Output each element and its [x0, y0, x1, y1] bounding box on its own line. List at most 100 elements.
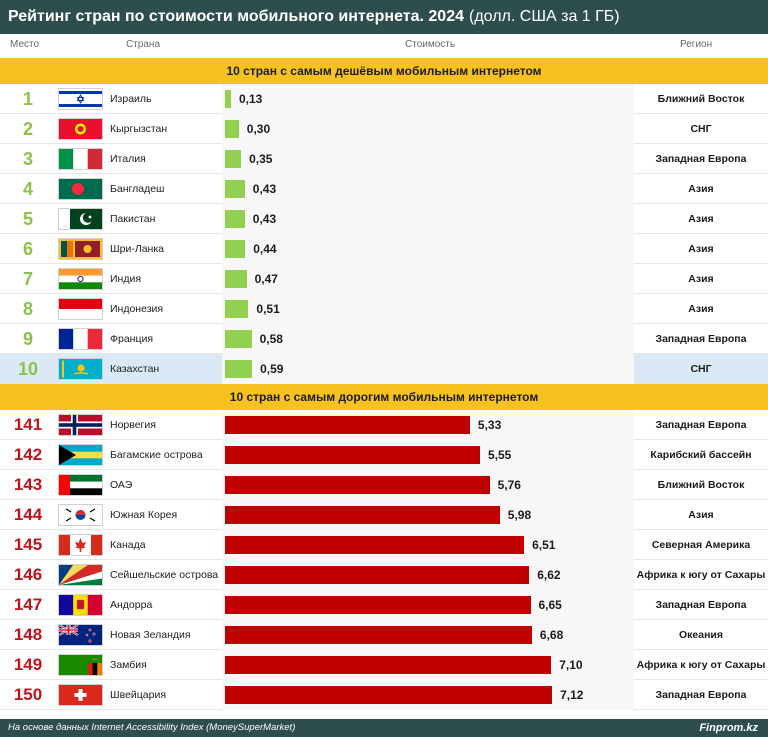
table-row: 142 Багамские острова 5,55 Карибский бассей…: [0, 440, 768, 470]
bar-new-zealand: [225, 626, 532, 644]
table-row: 141 Норвегия 5,33 Западная Европа: [0, 410, 768, 440]
new-zealand-flag: [58, 624, 102, 645]
region-label: СНГ: [690, 123, 712, 135]
bar-sri-lanka: [225, 240, 246, 258]
rank-label: 9: [22, 329, 33, 349]
rank-label: 2: [22, 119, 33, 139]
rank-label: 8: [22, 299, 33, 319]
table-row: 1 Израиль 0,13 Ближний Восток: [0, 84, 768, 114]
section-banner-most-expensive: 10 стран с самым дорогим мобильным интер…: [0, 384, 768, 410]
india-flag: [59, 269, 102, 289]
bar-france: [225, 330, 252, 348]
table-row: 144 Южная Корея 5,98 Азия: [0, 500, 768, 530]
country-name: Швейцария: [110, 689, 167, 701]
data-label: 0,13: [239, 92, 263, 106]
rank-label: 149: [13, 655, 43, 674]
rank-label: 6: [22, 239, 33, 259]
bangladesh-flag: [59, 179, 102, 199]
rank-label: 1: [22, 89, 33, 109]
rank-label: 150: [13, 685, 43, 704]
kazakhstan-flag: [59, 359, 102, 379]
region-label: Западная Европа: [655, 599, 747, 611]
data-label: 0,59: [260, 362, 284, 376]
data-label: 5,76: [497, 478, 521, 492]
rank-label: 4: [22, 179, 33, 199]
data-label: 5,55: [488, 448, 512, 462]
table-row: 2 Кыргызстан 0,30 СНГ: [0, 114, 768, 144]
chart-subtitle: (долл. США за 1 ГБ): [469, 8, 620, 25]
bar-israel: [225, 90, 231, 108]
country-name: Бангладеш: [110, 183, 165, 195]
region-label: Карибский бассейн: [650, 449, 752, 461]
rank-label: 148: [13, 625, 43, 644]
header-country: Страна: [126, 39, 161, 50]
bar-track: [222, 324, 634, 354]
indonesia-flag: [59, 299, 102, 319]
bar-bangladesh: [225, 180, 245, 198]
country-name: Южная Корея: [110, 509, 178, 521]
header-region: Регион: [680, 39, 713, 50]
pakistan-flag: [59, 209, 102, 229]
bar-seychelles: [225, 566, 530, 584]
data-label: 5,33: [477, 418, 502, 432]
country-name: Франция: [110, 333, 154, 345]
bar-track: [222, 294, 634, 324]
table-row: 145 Канада 6,51 Северная Америка: [0, 530, 768, 560]
bar-pakistan: [225, 210, 245, 228]
country-name: Пакистан: [110, 213, 156, 225]
norway-flag: [59, 415, 102, 435]
canada-flag: [59, 535, 102, 555]
bar-track: [222, 174, 634, 204]
bar-track: [222, 264, 634, 294]
country-name: Норвегия: [110, 419, 156, 431]
rank-label: 141: [13, 415, 43, 434]
country-name: Багамские острова: [110, 449, 203, 461]
table-row: 5 Пакистан 0,43 Азия: [0, 204, 768, 234]
table-row: 9 Франция 0,58 Западная Европа: [0, 324, 768, 354]
country-name: Замбия: [110, 659, 147, 671]
bar-track: [222, 114, 634, 144]
rank-label: 147: [13, 595, 43, 614]
data-label: 0,35: [249, 152, 273, 166]
table-row: 143 ОАЭ 5,76 Ближний Восток: [0, 470, 768, 500]
bar-track: [222, 354, 634, 384]
country-name: Андорра: [110, 599, 153, 611]
sri-lanka-flag: [59, 239, 102, 259]
table-row: 148 Новая Зеландия 6,68 Океания: [0, 620, 768, 650]
table-row: 150 Швейцария 7,12 Западная Европа: [0, 680, 768, 710]
uae-flag: [59, 475, 102, 495]
bar-track: [222, 84, 634, 114]
seychelles-flag: [59, 565, 102, 585]
rank-label: 143: [13, 475, 43, 494]
bar-indonesia: [225, 300, 249, 318]
region-label: Океания: [678, 629, 724, 641]
bar-norway: [225, 416, 470, 434]
table-row: 7 Индия 0,47 Азия: [0, 264, 768, 294]
rank-label: 144: [13, 505, 43, 524]
table-row: 3 Италия 0,35 Западная Европа: [0, 144, 768, 174]
south-korea-flag: [59, 505, 102, 525]
kyrgyzstan-flag: [59, 119, 102, 139]
region-label: Западная Европа: [655, 333, 747, 345]
data-label: 6,68: [539, 628, 564, 642]
data-label: 6,62: [537, 568, 561, 582]
table-row: 149 Замбия 7,10 Африка к югу от Сахары: [0, 650, 768, 680]
table-row: 147 Андорра 6,65 Западная Европа: [0, 590, 768, 620]
data-label: 0,43: [252, 212, 277, 226]
section-banner-cheapest: 10 стран с самым дешёвым мобильным интер…: [0, 58, 768, 84]
table-row: 6 Шри-Ланка 0,44 Азия: [0, 234, 768, 264]
bar-track: [222, 234, 634, 264]
bar-south-korea: [225, 506, 500, 524]
table-row: 146 Сейшельские острова 6,62 Африка к югу о…: [0, 560, 768, 590]
region-label: Западная Европа: [655, 419, 747, 431]
bar-kyrgyzstan: [225, 120, 239, 138]
bar-india: [225, 270, 247, 288]
brand-logo: Finprom.kz: [699, 722, 758, 734]
switzerland-flag: [59, 685, 102, 705]
country-name: Канада: [110, 539, 146, 551]
region-label: Азия: [688, 303, 714, 315]
bar-canada: [225, 536, 525, 554]
data-label: 5,98: [507, 508, 532, 522]
bar-italy: [225, 150, 242, 168]
